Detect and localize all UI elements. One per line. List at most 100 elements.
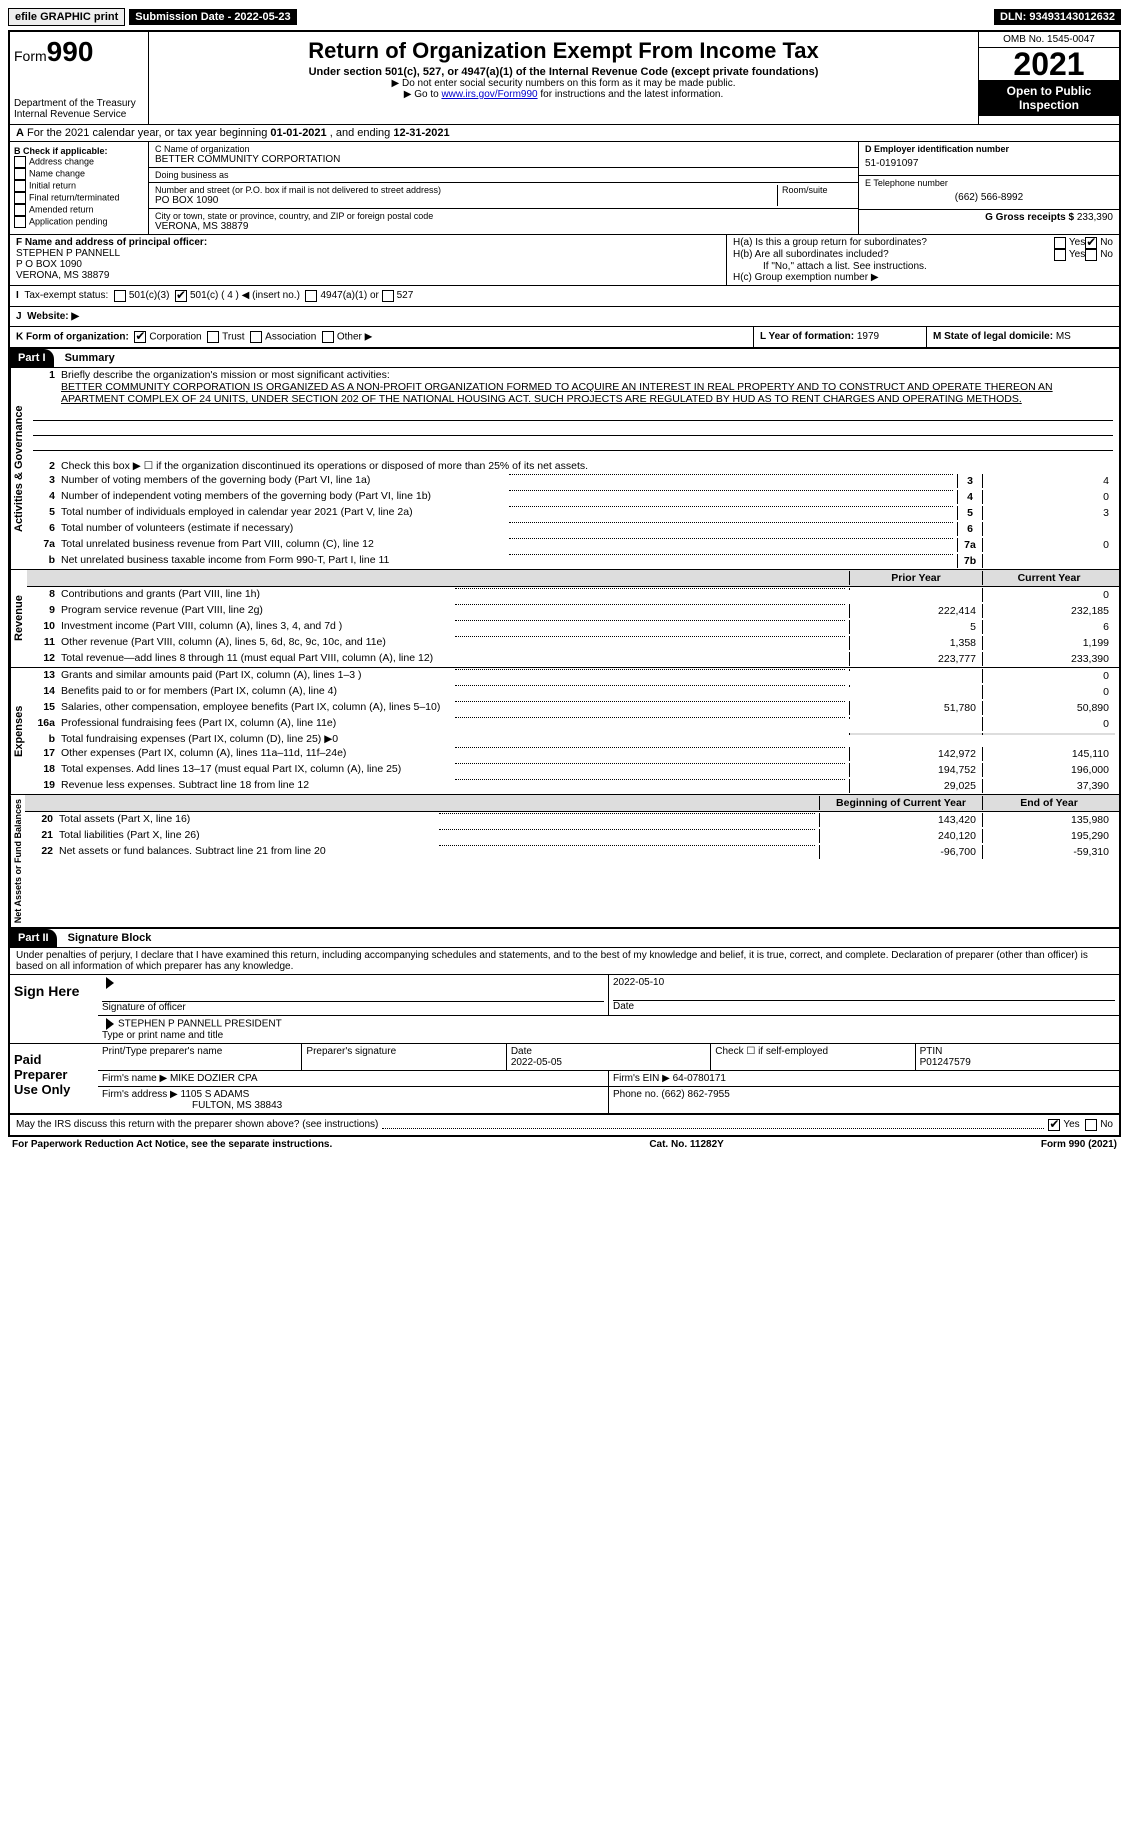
side-net: Net Assets or Fund Balances [10,795,25,927]
ha-no[interactable] [1085,237,1097,249]
l19p: 29,025 [849,779,982,793]
h-block: H(a) Is this a group return for subordin… [727,235,1119,285]
b-addr: Address change [29,156,94,166]
i-4947[interactable] [305,290,317,302]
i-501c[interactable] [175,290,187,302]
l8c: 0 [982,588,1115,602]
penalty-text: Under penalties of perjury, I declare th… [10,948,1119,975]
a-mid: , and ending [327,127,394,139]
k-corp[interactable] [134,331,146,343]
ha-label: H(a) Is this a group return for subordin… [733,237,1054,249]
l1-text: BETTER COMMUNITY CORPORATION IS ORGANIZE… [61,381,1053,405]
discuss-yes[interactable] [1048,1119,1060,1131]
a-end: 12-31-2021 [393,127,449,139]
check-final[interactable] [14,192,26,204]
b-init: Initial return [29,180,76,190]
k-l-m-row: K Form of organization: Corporation Trus… [10,327,1119,348]
l3v: 4 [983,474,1115,488]
i-527[interactable] [382,290,394,302]
l3: Number of voting members of the governin… [61,474,505,486]
check-amended[interactable] [14,204,26,216]
f-label: F Name and address of principal officer: [16,237,720,248]
check-name[interactable] [14,168,26,180]
dept-treasury: Department of the Treasury [14,98,144,109]
c-name-label: C Name of organization [155,144,852,154]
hb-label: H(b) Are all subordinates included? [733,249,1054,261]
l7b: Net unrelated business taxable income fr… [61,554,505,566]
irs-link[interactable]: www.irs.gov/Form990 [441,89,537,100]
ha-yes[interactable] [1054,237,1066,249]
l7a: Total unrelated business revenue from Pa… [61,538,505,550]
ptin: P01247579 [920,1057,971,1068]
l10: Investment income (Part VIII, column (A)… [61,620,451,632]
city: VERONA, MS 38879 [155,221,852,232]
b-name: Name change [29,168,85,178]
i-501c3[interactable] [114,290,126,302]
i-o1: 501(c)(3) [129,290,170,302]
hb-no[interactable] [1085,249,1097,261]
l10p: 5 [849,620,982,634]
l-val: 1979 [857,331,879,342]
firm-addr2: FULTON, MS 38843 [102,1100,282,1111]
k-assoc-l: Association [265,332,316,343]
l18: Total expenses. Add lines 13–17 (must eq… [61,763,451,775]
a-pre: For the 2021 calendar year, or tax year … [27,127,270,139]
yes-1: Yes [1069,237,1085,249]
part1-label: Part I [10,349,54,367]
l21c: 195,290 [982,829,1115,843]
prep-sig-h: Preparer's signature [302,1044,506,1070]
form-number: 990 [47,36,94,67]
check-address[interactable] [14,156,26,168]
yes-2: Yes [1069,249,1085,261]
phone: (662) 566-8992 [865,188,1113,207]
tax-year: 2021 [979,48,1119,80]
l14p [849,685,982,687]
l21p: 240,120 [819,829,982,843]
l2: Check this box ▶ ☐ if the organization d… [61,460,1115,472]
k-assoc[interactable] [250,331,262,343]
l15c: 50,890 [982,701,1115,715]
open-public-badge: Open to Public Inspection [979,80,1119,116]
part1-header: Part I Summary [10,348,1119,368]
l16ap [849,717,982,719]
officer-sign-name: STEPHEN P PANNELL PRESIDENT [118,1019,282,1030]
side-expenses: Expenses [10,668,27,794]
hb-yes[interactable] [1054,249,1066,261]
phone-label: Phone no. [613,1089,659,1100]
date-label: Date [613,1001,634,1012]
k-other-l: Other ▶ [337,332,372,343]
l11c: 1,199 [982,636,1115,650]
l9c: 232,185 [982,604,1115,618]
l19: Revenue less expenses. Subtract line 18 … [61,779,451,791]
i-label: Tax-exempt status: [24,290,108,302]
l5v: 3 [983,506,1115,520]
hc-label: H(c) Group exemption number ▶ [733,272,1113,283]
summary-block: Activities & Governance 1Briefly describ… [10,368,1119,570]
dept-irs: Internal Revenue Service [14,109,144,120]
firm-phone: (662) 862-7955 [661,1089,729,1100]
l14c: 0 [982,685,1115,699]
check-initial[interactable] [14,180,26,192]
form-header: Form990 Department of the Treasury Inter… [10,32,1119,125]
check-app[interactable] [14,216,26,228]
revenue-block: Revenue Prior YearCurrent Year 8Contribu… [10,570,1119,668]
k-trust[interactable] [207,331,219,343]
l17: Other expenses (Part IX, column (A), lin… [61,747,451,759]
prep-name-h: Print/Type preparer's name [98,1044,302,1070]
discuss-no[interactable] [1085,1119,1097,1131]
k-other[interactable] [322,331,334,343]
l7bv [983,554,1115,556]
self-emp-h: Check ☐ if self-employed [711,1044,915,1070]
g-label: G Gross receipts $ [985,212,1074,223]
k-trust-l: Trust [222,332,244,343]
officer-name: STEPHEN P PANNELL [16,248,720,259]
org-name: BETTER COMMUNITY CORPORTATION [155,154,852,165]
l9p: 222,414 [849,604,982,618]
l22c: -59,310 [982,845,1115,859]
paid-preparer-block: Paid Preparer Use Only Print/Type prepar… [10,1044,1119,1114]
f-block: F Name and address of principal officer:… [10,235,727,285]
subtitle-1: Under section 501(c), 527, or 4947(a)(1)… [157,66,970,78]
l12p: 223,777 [849,652,982,666]
name-label: Type or print name and title [102,1030,223,1041]
l6: Total number of volunteers (estimate if … [61,522,505,534]
